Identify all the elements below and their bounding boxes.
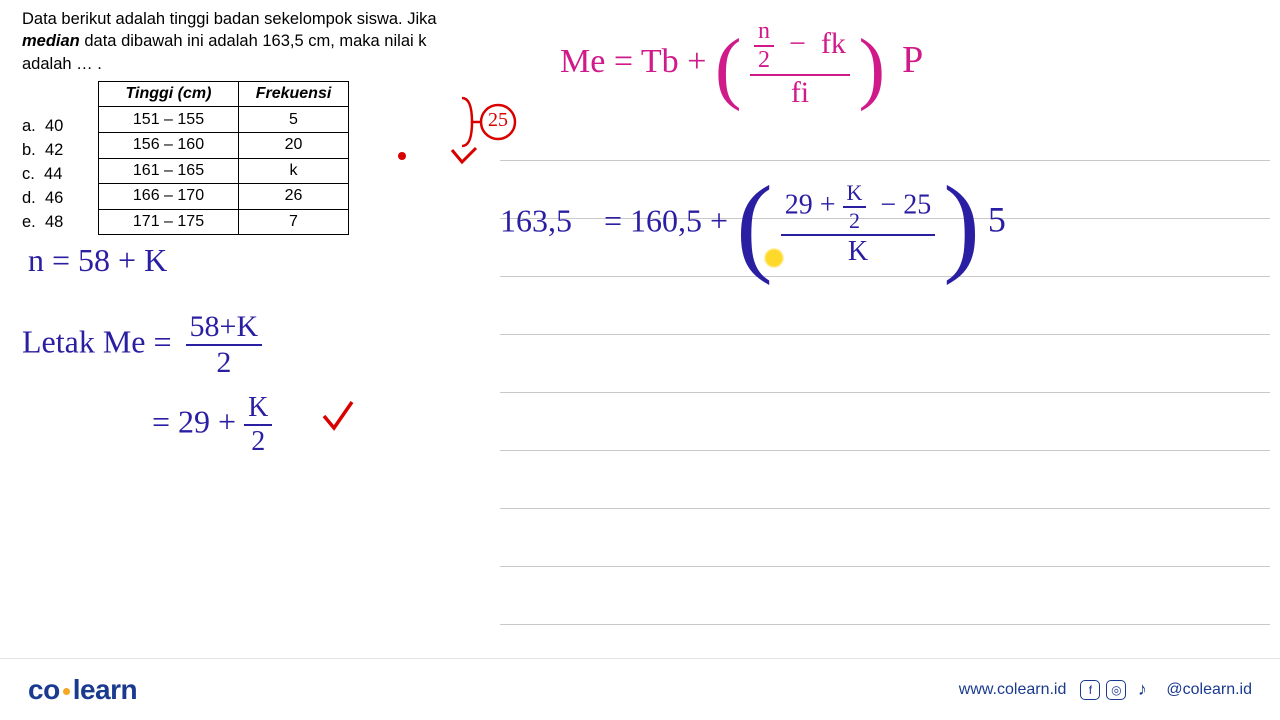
answer-options: a. 40 b. 42 c. 44 d. 46 e. 48 <box>22 81 92 235</box>
table-row: 151 – 1555 <box>99 107 349 133</box>
close-paren-icon: ) <box>858 24 885 112</box>
open-paren-icon: ( <box>736 163 773 285</box>
footer-handle: @colearn.id <box>1166 681 1252 699</box>
data-table: Tinggi (cm) Frekuensi 151 – 1555 156 – 1… <box>98 81 349 235</box>
col-frekuensi: Frekuensi <box>239 81 349 107</box>
median-formula: Me = Tb + ( n 2 − fk fi ) P <box>560 18 923 114</box>
problem-line-2: data dibawah ini adalah 163,5 cm, maka n… <box>80 32 427 50</box>
footer-url: www.colearn.id <box>959 681 1067 699</box>
table-row: 171 – 1757 <box>99 209 349 235</box>
logo-dot-icon <box>63 688 70 695</box>
problem-block: Data berikut adalah tinggi badan sekelom… <box>22 8 462 235</box>
hw-result: = 29 + K 2 <box>152 392 272 458</box>
table-row: 161 – 165k <box>99 158 349 184</box>
table-header-row: Tinggi (cm) Frekuensi <box>99 81 349 107</box>
close-paren-icon: ) <box>943 163 980 285</box>
instagram-icon: ◎ <box>1106 680 1126 700</box>
checkmark-icon <box>320 398 356 442</box>
table-row: 156 – 16020 <box>99 132 349 158</box>
option-e: e. 48 <box>22 211 92 234</box>
problem-text: Data berikut adalah tinggi badan sekelom… <box>22 8 462 75</box>
problem-line-3: adalah … . <box>22 55 102 73</box>
hw-substitution: 163,5 = 160,5 + ( 29 + K 2 − 25 K ) 5 <box>500 180 1006 268</box>
problem-line-1: Data berikut adalah tinggi badan sekelom… <box>22 10 437 28</box>
table-row: 166 – 17026 <box>99 184 349 210</box>
option-a: a. 40 <box>22 115 92 138</box>
option-c: c. 44 <box>22 163 92 186</box>
red-dot-icon <box>398 152 406 160</box>
tiktok-icon: ♪ <box>1132 680 1152 700</box>
hw-n-eq: n = 58 + K <box>28 242 167 279</box>
social-icons: f ◎ ♪ <box>1080 680 1152 700</box>
logo: colearn <box>28 674 137 706</box>
option-b: b. 42 <box>22 139 92 162</box>
hw-letak-me: Letak Me = 58+K 2 <box>22 310 262 380</box>
cursor-highlight-icon <box>764 248 784 268</box>
footer: colearn www.colearn.id f ◎ ♪ @colearn.id <box>0 658 1280 720</box>
footer-right: www.colearn.id f ◎ ♪ @colearn.id <box>959 680 1252 700</box>
col-tinggi: Tinggi (cm) <box>99 81 239 107</box>
facebook-icon: f <box>1080 680 1100 700</box>
open-paren-icon: ( <box>715 24 742 112</box>
bracket-value: 25 <box>488 109 508 132</box>
option-d: d. 46 <box>22 187 92 210</box>
problem-median: median <box>22 32 80 50</box>
